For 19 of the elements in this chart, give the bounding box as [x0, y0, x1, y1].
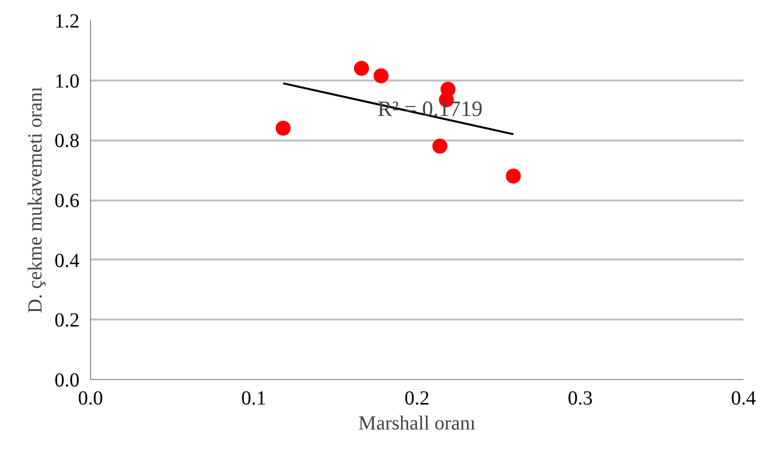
point [374, 68, 389, 84]
y-tick-label: 0.4 [54, 250, 80, 272]
x-axis-title: Marshall oranı [358, 412, 476, 434]
x-tick-label: 0.4 [731, 388, 756, 410]
point [432, 138, 448, 154]
point [276, 120, 291, 136]
y-tick-label: 0.8 [54, 130, 80, 152]
point [506, 168, 521, 184]
y-axis-title: D. çekme mukavemeti oranı [24, 86, 46, 314]
y-tick-label: 0.6 [54, 190, 80, 212]
x-tick-label: 0.0 [78, 388, 103, 410]
x-tick-label: 0.2 [404, 388, 430, 410]
y-tick-label: 1.0 [54, 70, 80, 92]
y-tick-label: 0.0 [54, 370, 80, 392]
y-tick-label: 1.2 [54, 10, 80, 32]
y-tick-label: 0.2 [54, 310, 80, 332]
point [354, 60, 369, 76]
x-tick-label: 0.1 [241, 388, 266, 410]
x-tick-label: 0.3 [568, 388, 593, 410]
